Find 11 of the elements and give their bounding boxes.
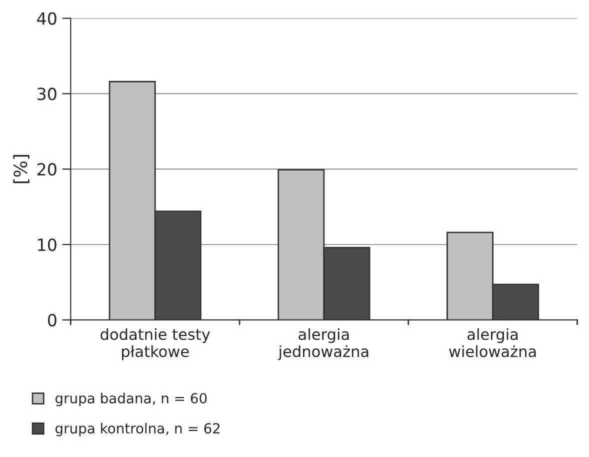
y-tick-label: 40 (37, 12, 56, 25)
y-tick-label: 10 (38, 238, 56, 252)
legend-label: grupa kontrolna, n = 62 (56, 422, 220, 436)
x-tick-label: alergia wieloważna (449, 328, 536, 358)
y-axis-title: [%] (13, 155, 30, 184)
legend-label: grupa badana, n = 60 (56, 392, 207, 406)
y-tick-label: 0 (48, 314, 56, 326)
x-tick-label: dodatnie testy płatkowe (100, 328, 210, 360)
y-tick-label: 30 (38, 88, 56, 100)
y-tick-label: 20 (38, 163, 56, 176)
x-tick-label: alergia jednoważna (278, 328, 368, 360)
